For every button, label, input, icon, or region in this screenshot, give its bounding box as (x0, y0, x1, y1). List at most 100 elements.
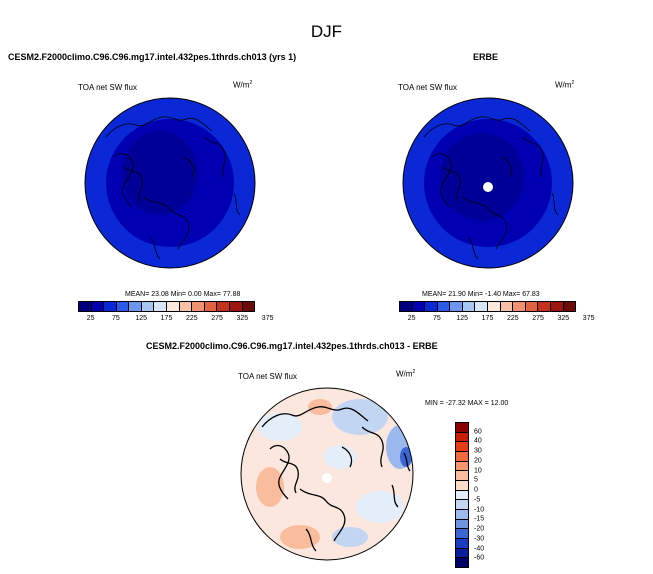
diff-colorbar-swatch (456, 490, 468, 501)
diff-colorbar-tick-label: -20 (474, 525, 485, 533)
obs-panel-title: ERBE (473, 52, 499, 62)
diff-colorbar-swatches (455, 422, 469, 568)
diff-colorbar-swatch (456, 442, 468, 453)
diff-missing-data-pole (322, 473, 332, 483)
diff-colorbar-tick-label: 60 (474, 428, 482, 436)
diff-colorbar-tick-label: 10 (474, 467, 482, 475)
diff-colorbar-swatch (456, 471, 468, 482)
diff-coastlines (261, 406, 411, 552)
obs-polar-map (402, 97, 574, 269)
diff-colorbar-swatch (456, 461, 468, 472)
model-colorbar-swatch (116, 302, 130, 311)
obs-core-region (440, 133, 524, 221)
diff-polar-map (240, 387, 414, 561)
obs-colorbar-tick-label: 325 (557, 315, 570, 322)
model-variable-label: TOA net SW flux (78, 83, 137, 92)
obs-colorbar-swatch (538, 302, 551, 311)
model-colorbar-tick-label: 225 (185, 315, 198, 322)
obs-colorbar-swatch (462, 302, 476, 311)
model-stats-label: MEAN= 23.08 Min= 0.00 Max= 77.88 (125, 291, 241, 298)
model-polar-map (84, 97, 256, 269)
diff-colorbar-swatch (456, 519, 468, 530)
diff-colorbar-labels: 60 40 30 20 10 5 0 -5 -10 -15 -20 -30 -40 -60 (474, 422, 504, 568)
model-colorbar-swatches (78, 301, 255, 312)
obs-colorbar-tick-label: 275 (532, 315, 544, 322)
diff-colorbar-swatch (456, 500, 468, 511)
model-colorbar-tick-label: 125 (135, 315, 148, 322)
model-units-label: W/m2 (233, 80, 253, 90)
obs-colorbar-swatch (400, 302, 413, 311)
obs-missing-data-pole (483, 182, 493, 192)
model-colorbar-swatch (217, 302, 230, 311)
diff-variable-label: TOA net SW flux (238, 372, 297, 381)
model-colorbar-swatch (167, 302, 180, 311)
obs-colorbar-tick-label: 75 (433, 315, 441, 322)
obs-colorbar-tick-label: 225 (506, 315, 519, 322)
obs-variable-label: TOA net SW flux (398, 83, 457, 92)
model-colorbar-swatch (242, 302, 255, 311)
model-colorbar-swatch (141, 302, 155, 311)
obs-colorbar-swatch (425, 302, 438, 311)
diff-stats-label: MIN = -27.32 MAX = 12.00 (425, 400, 509, 407)
model-colorbar-swatch (192, 302, 205, 311)
diff-colorbar-tick-label: 5 (474, 476, 478, 484)
obs-colorbar-swatches (399, 301, 576, 312)
model-colorbar-tick-label: 375 (261, 315, 274, 322)
obs-colorbar-tick-label: 375 (582, 315, 595, 322)
model-colorbar: 25 75 125 175 225 275 325 375 (78, 301, 274, 324)
model-colorbar-swatch (204, 302, 218, 311)
diff-colorbar-swatch (456, 423, 468, 433)
obs-colorbar-tick-label: 175 (481, 315, 494, 322)
model-colorbar-tick-label: 75 (112, 315, 120, 322)
obs-colorbar-swatch (500, 302, 514, 311)
diff-colorbar-tick-label: -5 (474, 496, 481, 504)
obs-coastlines (423, 116, 559, 260)
obs-colorbar-tick-label: 25 (407, 315, 416, 322)
diff-colorbar-tick-label: -40 (474, 545, 485, 553)
model-colorbar-swatch (229, 302, 243, 311)
model-colorbar-swatch (179, 302, 193, 311)
model-panel-title: CESM2.F2000climo.C96.C96.mg17.intel.432p… (8, 52, 297, 62)
diff-colorbar-tick-label: 30 (474, 447, 482, 455)
obs-colorbar: 25 75 125 175 225 275 325 375 (399, 301, 595, 324)
page-title: DJF (310, 22, 343, 41)
diff-colorbar-tick-label: -60 (474, 554, 485, 562)
diff-units-label: W/m2 (396, 369, 416, 379)
diff-colorbar: 60 40 30 20 10 5 0 -5 -10 -15 -20 -30 -40 -60 (455, 422, 484, 568)
diff-colorbar-swatch (456, 529, 468, 540)
diff-colorbar-tick-label: 0 (474, 486, 478, 494)
model-colorbar-tick-label: 175 (160, 315, 173, 322)
diff-colorbar-tick-label: 40 (474, 437, 482, 445)
obs-colorbar-labels: 25 75 125 175 225 275 325 375 (399, 312, 595, 324)
obs-colorbar-tick-label: 125 (456, 315, 469, 322)
model-colorbar-swatch (104, 302, 117, 311)
diff-colorbar-tick-label: -10 (474, 506, 485, 514)
obs-colorbar-swatch (450, 302, 463, 311)
obs-colorbar-swatch (563, 302, 576, 311)
diff-colorbar-swatch (456, 432, 468, 443)
model-colorbar-swatch (154, 302, 168, 311)
diff-colorbar-swatch (456, 510, 468, 520)
model-coastlines (105, 116, 241, 260)
diff-panel-title: CESM2.F2000climo.C96.C96.mg17.intel.432p… (146, 341, 438, 351)
obs-stats-label: MEAN= 21.90 Min= -1.40 Max= 67.83 (422, 291, 540, 298)
diff-colorbar-swatch (456, 558, 468, 568)
obs-colorbar-swatch (488, 302, 501, 311)
obs-colorbar-swatch (412, 302, 426, 311)
model-colorbar-tick-label: 25 (86, 315, 95, 322)
model-colorbar-labels: 25 75 125 175 225 275 325 375 (78, 312, 274, 324)
model-core-region (122, 131, 198, 215)
model-colorbar-tick-label: 275 (211, 315, 223, 322)
model-colorbar-swatch (79, 302, 92, 311)
diff-colorbar-tick-label: 20 (474, 457, 482, 465)
model-colorbar-tick-label: 325 (236, 315, 249, 322)
diff-colorbar-swatch (456, 452, 468, 462)
diff-colorbar-swatch (456, 539, 468, 549)
diff-colorbar-swatch (456, 481, 468, 491)
obs-colorbar-swatch (525, 302, 539, 311)
diff-colorbar-tick-label: -15 (474, 515, 485, 523)
obs-colorbar-swatch (475, 302, 489, 311)
obs-colorbar-swatch (550, 302, 564, 311)
diff-colorbar-swatch (456, 548, 468, 559)
obs-units-label: W/m2 (555, 80, 575, 90)
